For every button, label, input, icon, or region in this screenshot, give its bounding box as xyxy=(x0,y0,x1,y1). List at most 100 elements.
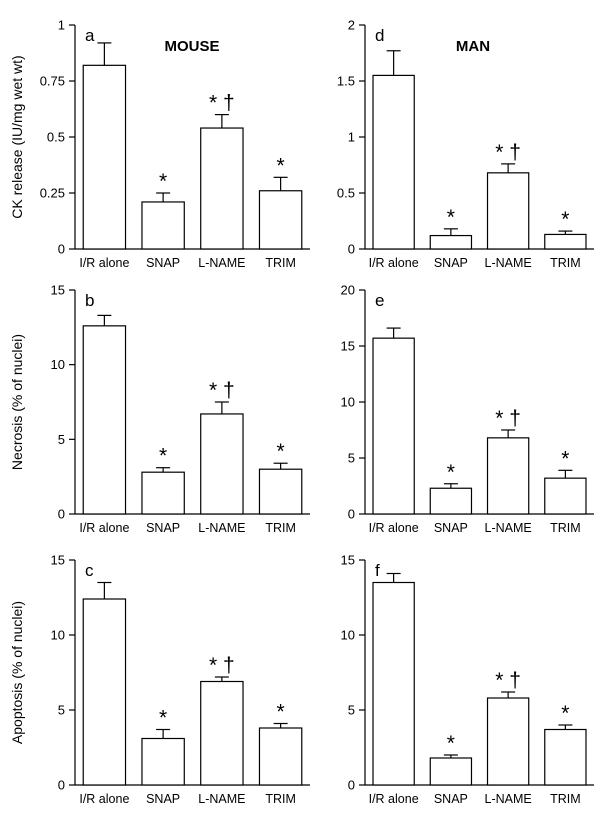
y-tick-label: 0 xyxy=(58,507,65,522)
category-label: I/R alone xyxy=(79,256,129,270)
category-label: SNAP xyxy=(434,792,468,806)
bar xyxy=(372,337,415,515)
y-tick-label: 15 xyxy=(51,283,65,298)
significance-marker: * † xyxy=(209,654,235,677)
panel-label: c xyxy=(85,561,94,580)
panel-label: e xyxy=(375,291,384,310)
y-tick-label: 2 xyxy=(348,18,355,33)
panel-b: 0 5 10 15 Necrosis (% of nuclei) b I/R alone * S… xyxy=(9,283,310,535)
significance-marker: * xyxy=(277,154,285,177)
bar xyxy=(141,737,185,786)
category-label: TRIM xyxy=(550,256,581,270)
y-tick-label: 1 xyxy=(58,18,65,33)
category-label: L-NAME xyxy=(198,792,245,806)
significance-marker: * † xyxy=(209,92,235,115)
significance-marker: * xyxy=(447,461,455,484)
category-label: SNAP xyxy=(146,792,180,806)
panel-d: 0 0.5 1 1.5 2 d I/R alone * SNAP * † L-NAME * TRIM xyxy=(337,18,594,270)
y-tick-label: 0 xyxy=(58,242,65,257)
bar xyxy=(258,727,303,786)
bar xyxy=(141,201,185,250)
y-tick-label: 0 xyxy=(348,778,355,793)
bar xyxy=(82,325,127,515)
y-tick-label: 15 xyxy=(51,553,65,568)
y-tick-label: 10 xyxy=(341,628,355,643)
y-tick-label: 0.25 xyxy=(40,186,65,201)
significance-marker: * † xyxy=(495,407,521,430)
bar xyxy=(544,233,587,250)
panel-a: 0 0.25 0.5 0.75 1 CK release (IU/mg wet wt) a I… xyxy=(9,18,310,270)
column-title-man: MAN xyxy=(456,38,490,55)
category-label: L-NAME xyxy=(198,256,245,270)
y-axis-title: Apoptosis (% of nuclei) xyxy=(9,601,25,744)
bar xyxy=(486,697,530,786)
category-label: I/R alone xyxy=(79,521,129,535)
y-tick-label: 0.75 xyxy=(40,74,65,89)
y-tick-label: 20 xyxy=(341,283,355,298)
bar xyxy=(82,64,127,250)
bar xyxy=(372,74,415,250)
bar xyxy=(141,471,185,515)
category-label: I/R alone xyxy=(79,792,129,806)
y-axis-title: Necrosis (% of nuclei) xyxy=(9,334,25,470)
panel-label: b xyxy=(85,291,94,310)
column-title-mouse: MOUSE xyxy=(164,38,219,55)
bar xyxy=(429,757,473,786)
y-tick-label: 15 xyxy=(341,339,355,354)
category-label: I/R alone xyxy=(369,792,419,806)
bar xyxy=(486,437,530,515)
bar xyxy=(429,234,473,250)
bar xyxy=(258,190,303,250)
y-tick-label: 0 xyxy=(348,507,355,522)
y-tick-label: 0.5 xyxy=(47,130,65,145)
category-label: L-NAME xyxy=(485,521,532,535)
significance-marker: * xyxy=(277,440,285,463)
y-tick-label: 1 xyxy=(348,130,355,145)
significance-marker: * xyxy=(447,206,455,229)
y-tick-label: 10 xyxy=(341,395,355,410)
panel-label: a xyxy=(85,26,95,45)
bar xyxy=(200,680,244,786)
bar xyxy=(200,413,244,515)
y-tick-label: 5 xyxy=(348,451,355,466)
bar xyxy=(486,172,530,250)
category-label: SNAP xyxy=(434,256,468,270)
bar xyxy=(258,468,303,515)
category-label: L-NAME xyxy=(198,521,245,535)
chart-panels: 0 0.25 0.5 0.75 1 CK release (IU/mg wet wt) a I… xyxy=(9,18,594,806)
bar xyxy=(372,581,415,786)
significance-marker: * xyxy=(159,445,167,468)
panel-e: 0 5 10 15 20 e I/R alone * SNAP * † L-NAME * TRIM xyxy=(341,283,594,535)
bar xyxy=(200,127,244,250)
panel-c: 0 5 10 15 Apoptosis (% of nuclei) c I/R alone *… xyxy=(9,553,310,806)
category-label: TRIM xyxy=(265,521,296,535)
category-label: SNAP xyxy=(146,256,180,270)
y-axis-title: CK release (IU/mg wet wt) xyxy=(9,55,25,218)
bar xyxy=(544,477,587,515)
significance-marker: * xyxy=(159,707,167,730)
significance-marker: * xyxy=(561,702,569,725)
y-tick-label: 10 xyxy=(51,628,65,643)
y-tick-label: 0.5 xyxy=(337,186,355,201)
y-tick-label: 0 xyxy=(58,778,65,793)
panel-f: 0 5 10 15 f I/R alone * SNAP * † L-NAME * TRIM xyxy=(341,553,594,806)
category-label: TRIM xyxy=(265,792,296,806)
significance-marker: * xyxy=(277,701,285,724)
category-label: TRIM xyxy=(550,792,581,806)
y-tick-label: 10 xyxy=(51,357,65,372)
significance-marker: * † xyxy=(495,669,521,692)
bar xyxy=(82,598,127,786)
bar xyxy=(429,487,473,515)
significance-marker: * xyxy=(447,732,455,755)
category-label: SNAP xyxy=(146,521,180,535)
panel-label: d xyxy=(375,26,384,45)
y-tick-label: 15 xyxy=(341,553,355,568)
y-tick-label: 5 xyxy=(58,703,65,718)
category-label: TRIM xyxy=(265,256,296,270)
significance-marker: * xyxy=(561,447,569,470)
significance-marker: * xyxy=(159,170,167,193)
significance-marker: * † xyxy=(209,379,235,402)
category-label: L-NAME xyxy=(485,792,532,806)
category-label: I/R alone xyxy=(369,521,419,535)
